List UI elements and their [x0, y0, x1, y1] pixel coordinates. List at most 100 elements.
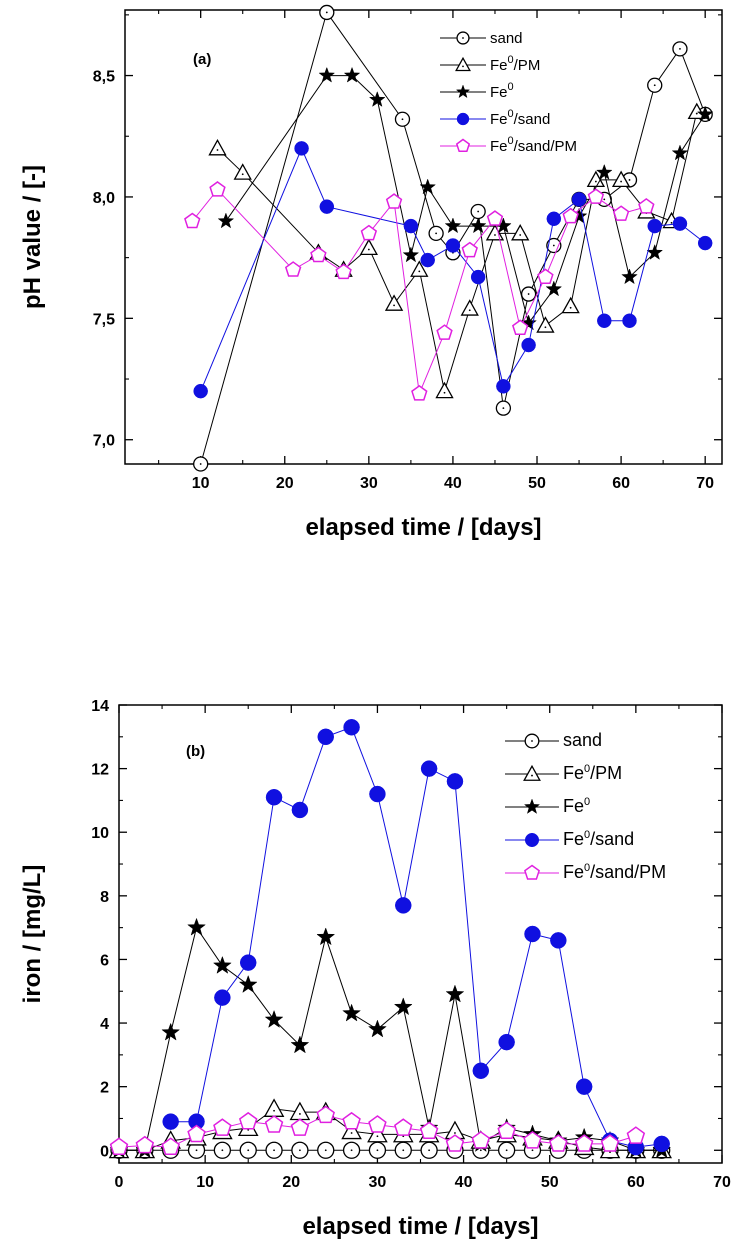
y-tick-label: 8 — [100, 889, 109, 906]
data-point-center-dot — [273, 1149, 275, 1152]
data-point-center-dot — [325, 11, 328, 14]
data-point — [265, 788, 283, 806]
data-point — [217, 212, 235, 229]
data-point — [638, 198, 655, 214]
data-point — [511, 319, 529, 336]
y-tick-label: 4 — [100, 1016, 109, 1033]
data-point — [318, 66, 336, 83]
data-point-center-dot — [552, 244, 555, 247]
data-point — [341, 1120, 362, 1140]
data-point-center-dot — [594, 180, 597, 183]
data-point — [161, 1137, 180, 1155]
data-point — [498, 1033, 515, 1051]
data-point — [264, 1115, 284, 1133]
data-point-center-dot — [401, 118, 404, 121]
data-point — [671, 144, 689, 161]
legend-marker — [455, 56, 471, 72]
data-point — [647, 218, 662, 234]
data-point — [238, 974, 258, 993]
legend-label-part: Fe — [563, 862, 584, 882]
legend-marker — [456, 112, 470, 126]
legend-marker — [523, 764, 541, 781]
data-point — [335, 263, 352, 280]
data-point-center-dot — [241, 173, 244, 176]
data-point — [369, 785, 386, 803]
data-point — [360, 224, 378, 241]
legend-label-part: /sand — [514, 111, 551, 128]
data-point-center-dot — [216, 149, 219, 151]
data-point-center-dot — [569, 306, 572, 309]
panel-label: (b) — [186, 743, 205, 760]
series-fe0-sand-pm — [184, 181, 655, 401]
legend-marker-center-dot — [531, 774, 533, 777]
x-tick-label: 20 — [276, 475, 294, 492]
data-point — [622, 313, 637, 329]
legend-label-part: /sand/PM — [514, 138, 577, 155]
data-point-center-dot — [620, 180, 622, 183]
data-point — [316, 1105, 335, 1124]
data-point — [419, 1121, 439, 1140]
data-point-center-dot — [454, 1132, 456, 1134]
x-tick-label: 50 — [541, 1174, 559, 1191]
data-point — [394, 1118, 413, 1136]
data-point — [239, 954, 257, 971]
data-point-center-dot — [299, 1149, 301, 1152]
legend-label-superscript: 0 — [584, 763, 590, 775]
data-point — [511, 223, 530, 241]
data-point — [212, 955, 232, 974]
series-fe0-sand-pm — [109, 1105, 646, 1155]
data-point — [470, 269, 486, 285]
data-point — [571, 192, 587, 207]
series-sand — [193, 4, 713, 472]
data-point — [621, 268, 638, 285]
data-point — [343, 66, 361, 83]
data-point-center-dot — [273, 1109, 275, 1112]
data-point — [546, 211, 562, 227]
legend-label: sand — [563, 730, 602, 750]
data-point-center-dot — [199, 463, 202, 465]
legend-label-part: Fe — [490, 111, 508, 128]
data-point — [646, 243, 664, 260]
data-point — [550, 932, 567, 949]
data-point-center-dot — [428, 1149, 431, 1152]
legend-label: Fe0/sand — [490, 108, 550, 128]
x-tick-label: 70 — [713, 1174, 731, 1191]
data-point — [687, 102, 706, 120]
data-point — [209, 181, 226, 197]
data-point — [213, 1118, 232, 1136]
legend-label-superscript: 0 — [508, 54, 514, 66]
data-point — [187, 1124, 206, 1143]
data-point — [294, 141, 309, 156]
data-point — [653, 1135, 670, 1153]
data-point — [109, 1137, 129, 1155]
data-point — [612, 205, 630, 221]
legend-label-part: Fe — [563, 763, 584, 783]
x-tick-label: 10 — [196, 1174, 214, 1191]
series-fe0-sand — [193, 141, 713, 399]
data-point — [524, 925, 541, 943]
data-point — [420, 760, 438, 777]
data-point — [521, 337, 536, 353]
data-point — [469, 217, 487, 234]
x-axis-label: elapsed time / [days] — [302, 1213, 538, 1240]
legend-label-part: /PM — [514, 57, 541, 74]
legend-marker-center-dot — [462, 37, 464, 39]
data-point — [497, 1121, 516, 1140]
data-point — [264, 1009, 284, 1028]
legend-label: Fe0 — [490, 81, 514, 101]
data-point-center-dot — [195, 1149, 198, 1152]
data-point — [486, 210, 504, 226]
data-point-center-dot — [350, 1149, 353, 1152]
y-tick-label: 12 — [91, 762, 109, 779]
data-point-center-dot — [519, 234, 522, 236]
data-point-center-dot — [695, 112, 698, 115]
data-point-center-dot — [679, 47, 681, 50]
data-point — [696, 105, 714, 122]
data-point-center-dot — [670, 221, 673, 224]
data-point — [342, 1111, 361, 1130]
legend-label-part: Fe — [490, 138, 508, 155]
legend-label-superscript: 0 — [508, 135, 514, 147]
y-tick-label: 7,5 — [93, 311, 115, 328]
chart-panel-a: 10 20 30 40 50 60 70 7,0 7,5 8,0 8,5 elapsed time /… — [19, 4, 723, 541]
